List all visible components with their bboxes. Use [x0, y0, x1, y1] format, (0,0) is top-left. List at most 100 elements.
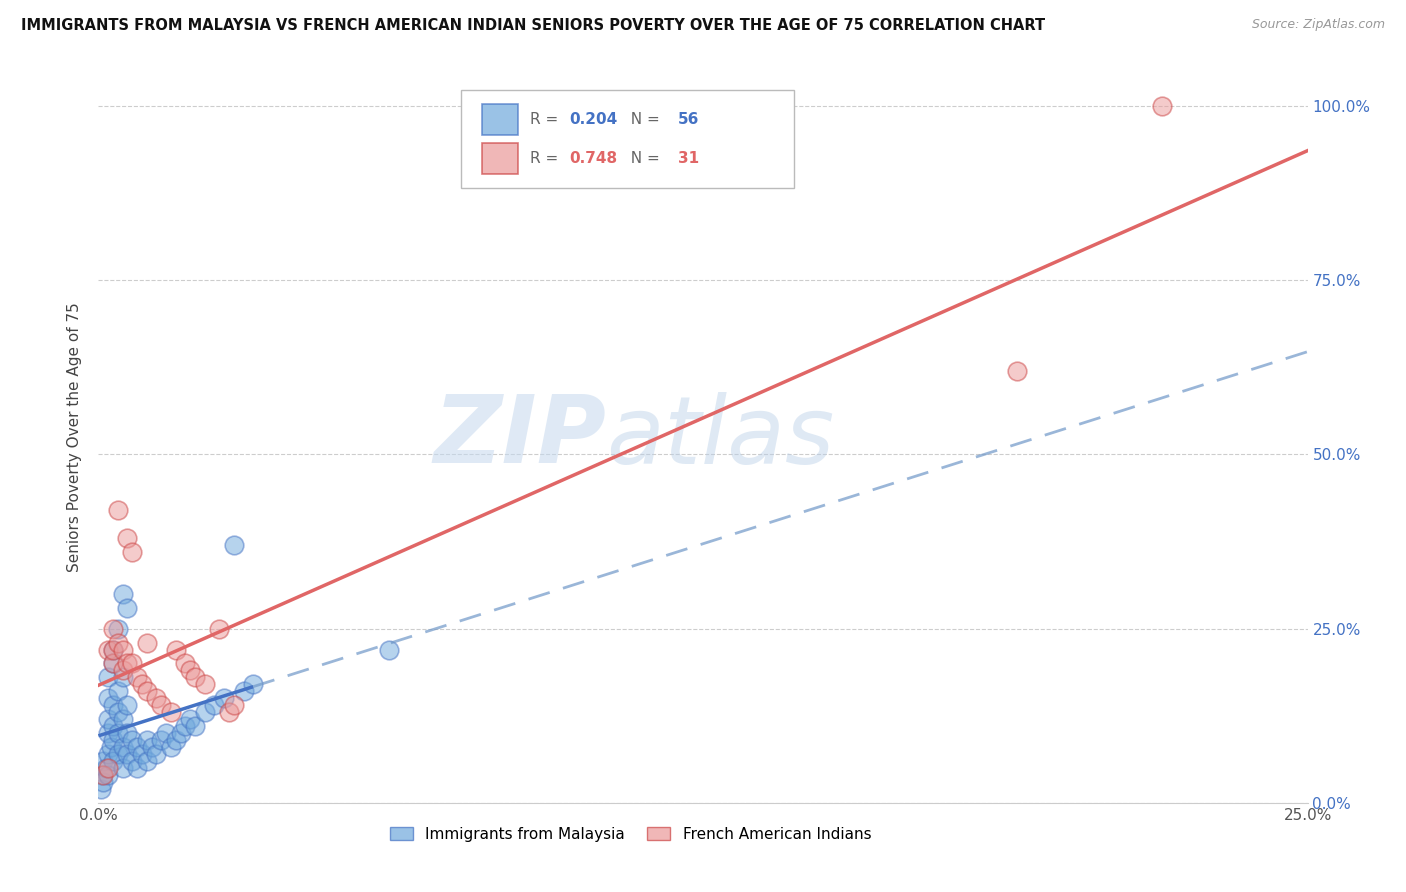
- Point: [107, 726, 129, 740]
- Point: [127, 761, 149, 775]
- Point: [111, 670, 134, 684]
- Point: [179, 712, 201, 726]
- Point: [117, 600, 139, 615]
- Point: [111, 712, 134, 726]
- Point: [97, 726, 120, 740]
- Point: [194, 705, 217, 719]
- Point: [179, 664, 201, 678]
- Text: N =: N =: [621, 112, 665, 128]
- Text: IMMIGRANTS FROM MALAYSIA VS FRENCH AMERICAN INDIAN SENIORS POVERTY OVER THE AGE : IMMIGRANTS FROM MALAYSIA VS FRENCH AMERI…: [21, 18, 1045, 33]
- Point: [121, 754, 143, 768]
- Point: [101, 657, 124, 671]
- Point: [174, 657, 197, 671]
- Point: [184, 670, 207, 684]
- Point: [121, 733, 143, 747]
- Point: [111, 664, 134, 678]
- Point: [107, 684, 129, 698]
- Point: [101, 642, 124, 657]
- Point: [1152, 99, 1174, 113]
- Point: [222, 698, 245, 713]
- Legend: Immigrants from Malaysia, French American Indians: Immigrants from Malaysia, French America…: [384, 821, 877, 847]
- Text: Source: ZipAtlas.com: Source: ZipAtlas.com: [1251, 18, 1385, 31]
- Point: [101, 698, 124, 713]
- FancyBboxPatch shape: [482, 143, 517, 174]
- Point: [232, 684, 254, 698]
- Point: [107, 635, 129, 649]
- Text: 0.748: 0.748: [569, 151, 617, 166]
- Point: [212, 691, 235, 706]
- Point: [97, 642, 120, 657]
- Point: [160, 705, 183, 719]
- Point: [91, 768, 114, 782]
- Point: [91, 754, 114, 768]
- Point: [97, 691, 120, 706]
- FancyBboxPatch shape: [461, 90, 793, 188]
- Text: R =: R =: [530, 151, 564, 166]
- Point: [135, 733, 157, 747]
- Point: [141, 740, 163, 755]
- Point: [121, 545, 143, 559]
- Point: [107, 705, 129, 719]
- Point: [131, 747, 153, 761]
- Point: [117, 726, 139, 740]
- Point: [111, 587, 134, 601]
- Point: [111, 761, 134, 775]
- Text: 31: 31: [678, 151, 699, 166]
- Point: [107, 622, 129, 636]
- Point: [107, 503, 129, 517]
- Point: [97, 761, 120, 775]
- Point: [174, 719, 197, 733]
- Point: [160, 740, 183, 755]
- Point: [1007, 364, 1029, 378]
- Point: [97, 712, 120, 726]
- Point: [117, 531, 139, 545]
- Point: [101, 754, 124, 768]
- Point: [145, 691, 167, 706]
- Point: [377, 642, 399, 657]
- Text: atlas: atlas: [606, 392, 835, 483]
- Text: ZIP: ZIP: [433, 391, 606, 483]
- Point: [127, 740, 149, 755]
- Point: [155, 726, 177, 740]
- Point: [242, 677, 264, 691]
- Y-axis label: Seniors Poverty Over the Age of 75: Seniors Poverty Over the Age of 75: [67, 302, 83, 572]
- Point: [150, 698, 173, 713]
- Point: [94, 761, 117, 775]
- Point: [107, 747, 129, 761]
- Point: [222, 538, 245, 552]
- Text: 56: 56: [678, 112, 699, 128]
- Point: [135, 635, 157, 649]
- Text: R =: R =: [530, 112, 564, 128]
- Point: [194, 677, 217, 691]
- Point: [111, 740, 134, 755]
- Point: [101, 622, 124, 636]
- Point: [111, 642, 134, 657]
- Point: [97, 747, 120, 761]
- FancyBboxPatch shape: [482, 104, 517, 135]
- Point: [208, 622, 231, 636]
- Point: [90, 781, 112, 796]
- Point: [184, 719, 207, 733]
- Point: [91, 775, 114, 789]
- Point: [101, 733, 124, 747]
- Point: [135, 684, 157, 698]
- Point: [117, 747, 139, 761]
- Point: [165, 642, 187, 657]
- Point: [145, 747, 167, 761]
- Point: [150, 733, 173, 747]
- Text: 0.204: 0.204: [569, 112, 617, 128]
- Point: [135, 754, 157, 768]
- Point: [101, 657, 124, 671]
- Point: [117, 698, 139, 713]
- Point: [121, 657, 143, 671]
- Point: [218, 705, 240, 719]
- Point: [100, 740, 122, 755]
- Point: [101, 719, 124, 733]
- Point: [97, 670, 120, 684]
- Point: [101, 642, 124, 657]
- Point: [91, 768, 114, 782]
- Text: N =: N =: [621, 151, 665, 166]
- Point: [127, 670, 149, 684]
- Point: [97, 768, 120, 782]
- Point: [117, 657, 139, 671]
